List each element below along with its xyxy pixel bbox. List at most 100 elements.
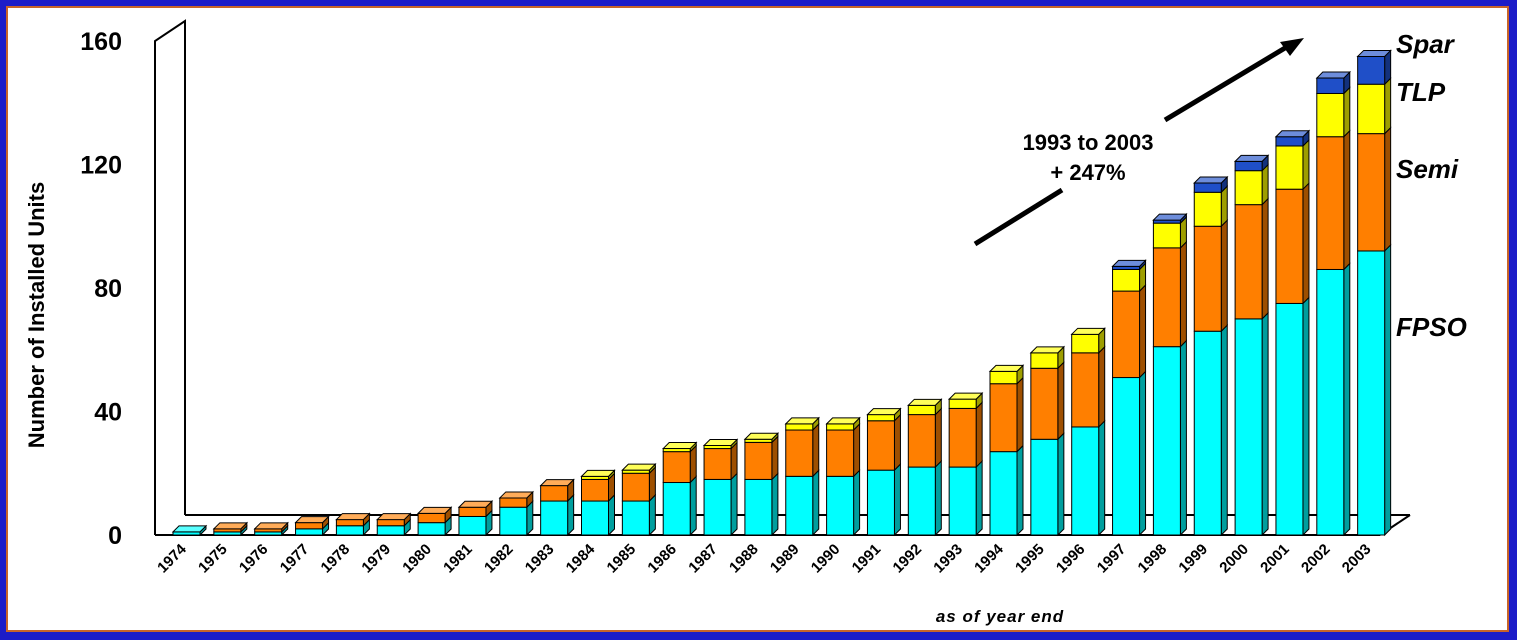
- y-tick-label: 120: [80, 152, 122, 180]
- bar-side-semi: [1139, 283, 1147, 379]
- bar-side-fpso: [689, 475, 697, 537]
- bar-top: [907, 398, 943, 406]
- bar-1980: [416, 506, 453, 537]
- bar-segment-spar: [1275, 136, 1304, 147]
- bar-side-semi: [812, 422, 820, 478]
- bar-side-fpso: [1220, 324, 1228, 537]
- bar-side-semi: [975, 401, 983, 469]
- bar-segment-fpso: [1152, 346, 1181, 536]
- bar-segment-semi: [621, 472, 650, 502]
- bar-segment-spar: [1316, 77, 1345, 94]
- bar-1992: [907, 398, 943, 537]
- bar-top: [498, 491, 535, 499]
- bar-top: [1356, 49, 1392, 57]
- bar-segment-tlp: [1316, 92, 1345, 138]
- bar-side-fpso: [1343, 262, 1351, 537]
- annotation-line1: 1993 to 2003: [1023, 130, 1154, 155]
- x-tick-label: 1999: [1175, 541, 1211, 577]
- bar-side-fpso: [648, 493, 656, 537]
- bar-side-fpso: [1179, 339, 1187, 537]
- bar-segment-semi: [866, 420, 895, 471]
- bar-side-semi: [771, 435, 779, 481]
- bar-top: [621, 463, 657, 471]
- bar-side-fpso: [975, 459, 983, 537]
- bar-side-fpso: [1057, 432, 1065, 537]
- bar-top: [416, 506, 453, 514]
- bar-side-fpso: [934, 459, 942, 537]
- bar-segment-fpso: [621, 500, 650, 536]
- bar-segment-semi: [907, 414, 936, 468]
- bar-top: [253, 522, 289, 530]
- bar-segment-spar: [1357, 55, 1386, 85]
- back-wall: [154, 19, 186, 535]
- x-tick-label: 1995: [1012, 541, 1048, 577]
- bar-segment-fpso: [376, 525, 405, 536]
- x-tick-label: 1996: [1053, 541, 1089, 577]
- bar-top: [457, 500, 494, 508]
- x-tick-label: 1987: [685, 541, 721, 577]
- bar-top: [866, 408, 902, 416]
- bar-top: [171, 525, 208, 533]
- bar-top: [947, 392, 984, 400]
- bar-segment-fpso: [335, 525, 364, 536]
- annotation-line2: + 247%: [1050, 160, 1125, 185]
- bar-segment-semi: [1071, 352, 1100, 428]
- bar-segment-fpso: [785, 475, 814, 536]
- x-axis-label: as of year end: [936, 607, 1064, 626]
- bar-1974: [171, 524, 208, 537]
- x-tick-label: 2002: [1298, 541, 1334, 577]
- bar-top: [1274, 130, 1311, 138]
- bar-top: [1152, 213, 1188, 221]
- bar-segment-semi: [703, 448, 732, 480]
- bar-top: [661, 442, 698, 450]
- legend: FPSO Semi TLP Spar: [1396, 29, 1467, 342]
- bar-segment-tlp: [826, 423, 855, 431]
- bar-segment-tlp: [948, 398, 977, 409]
- bar-1981: [457, 500, 494, 537]
- bar-2002: [1315, 70, 1352, 537]
- bar-segment-fpso: [417, 522, 446, 536]
- bar-segment-fpso: [1030, 438, 1059, 536]
- x-tick-label: 1986: [644, 541, 680, 577]
- bar-side-semi: [1343, 129, 1351, 271]
- legend-label-spar: Spar: [1396, 29, 1456, 59]
- bar-side-fpso: [567, 493, 575, 537]
- legend-label-semi: Semi: [1396, 154, 1459, 184]
- bar-1991: [866, 407, 902, 537]
- x-tick-label: 1988: [726, 541, 762, 577]
- bar-segment-fpso: [499, 506, 528, 536]
- bar-segment-tlp: [1357, 83, 1386, 135]
- bar-segment-fpso: [989, 451, 1018, 536]
- bar-segment-semi: [540, 485, 569, 502]
- bar-segment-fpso: [826, 475, 855, 536]
- bar-top: [1193, 176, 1229, 184]
- bar-1982: [498, 490, 535, 537]
- bar-segment-semi: [1275, 188, 1304, 304]
- bar-1994: [988, 364, 1025, 537]
- bar-segment-fpso: [744, 478, 773, 536]
- bar-segment-semi: [1316, 136, 1345, 270]
- bar-1997: [1111, 259, 1147, 537]
- bar-side-fpso: [771, 472, 779, 537]
- x-tick-label: 1989: [767, 541, 803, 577]
- bar-segment-fpso: [540, 500, 569, 536]
- bar-segment-fpso: [1234, 318, 1263, 536]
- legend-label-tlp: TLP: [1396, 77, 1446, 107]
- x-tick-label: 2003: [1339, 541, 1375, 577]
- bar-segment-tlp: [1275, 145, 1304, 190]
- bar-top: [539, 479, 575, 487]
- bar-top: [376, 513, 412, 521]
- bar-side-semi: [1384, 126, 1392, 253]
- x-tick-label: 1979: [358, 541, 394, 577]
- x-tick-label: 1994: [971, 540, 1007, 576]
- bar-top: [1070, 327, 1106, 335]
- bar-segment-spar: [1193, 182, 1222, 193]
- bar-top: [1029, 346, 1066, 354]
- bar-segment-tlp: [866, 414, 895, 422]
- bar-2003: [1356, 49, 1392, 537]
- bar-1989: [784, 416, 820, 537]
- x-tick-label: 1997: [1094, 541, 1130, 577]
- bar-1988: [743, 432, 780, 537]
- x-tick-label: 1980: [399, 541, 435, 577]
- bar-side-fpso: [1261, 311, 1269, 537]
